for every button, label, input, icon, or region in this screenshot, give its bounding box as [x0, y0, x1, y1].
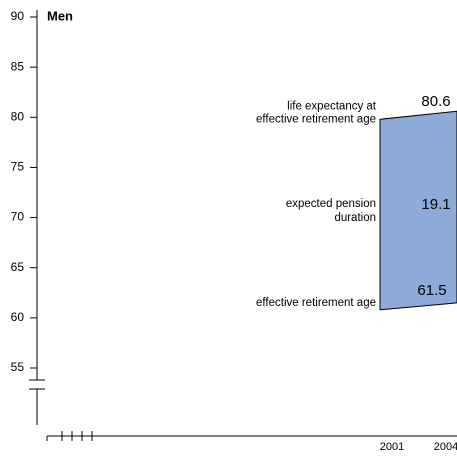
y-tick-label: 75 [11, 160, 25, 174]
y-tick-label: 60 [11, 310, 25, 324]
annotation: duration [334, 212, 376, 224]
annotation: effective retirement age [256, 113, 376, 125]
x-axis-break [46, 431, 100, 441]
y-tick-label: 90 [11, 9, 25, 23]
y-tick-label: 85 [11, 59, 25, 73]
y-tick-label: 70 [11, 210, 25, 224]
range-area [379, 110, 457, 311]
x-tick-label: 2001 [380, 441, 404, 453]
value-label: 80.6 [421, 93, 450, 110]
chart-title: Men [47, 8, 73, 23]
annotation: life expectancy at [287, 100, 377, 112]
y-tick-label: 65 [11, 260, 25, 274]
value-label: 19.1 [421, 196, 450, 213]
value-label: 61.5 [417, 282, 446, 299]
x-tick-label: 2004 [434, 441, 457, 453]
y-tick-label: 55 [11, 360, 25, 374]
annotation: effective retirement age [256, 297, 376, 309]
y-tick-label: 80 [11, 109, 25, 123]
annotation: expected pension [286, 198, 376, 210]
